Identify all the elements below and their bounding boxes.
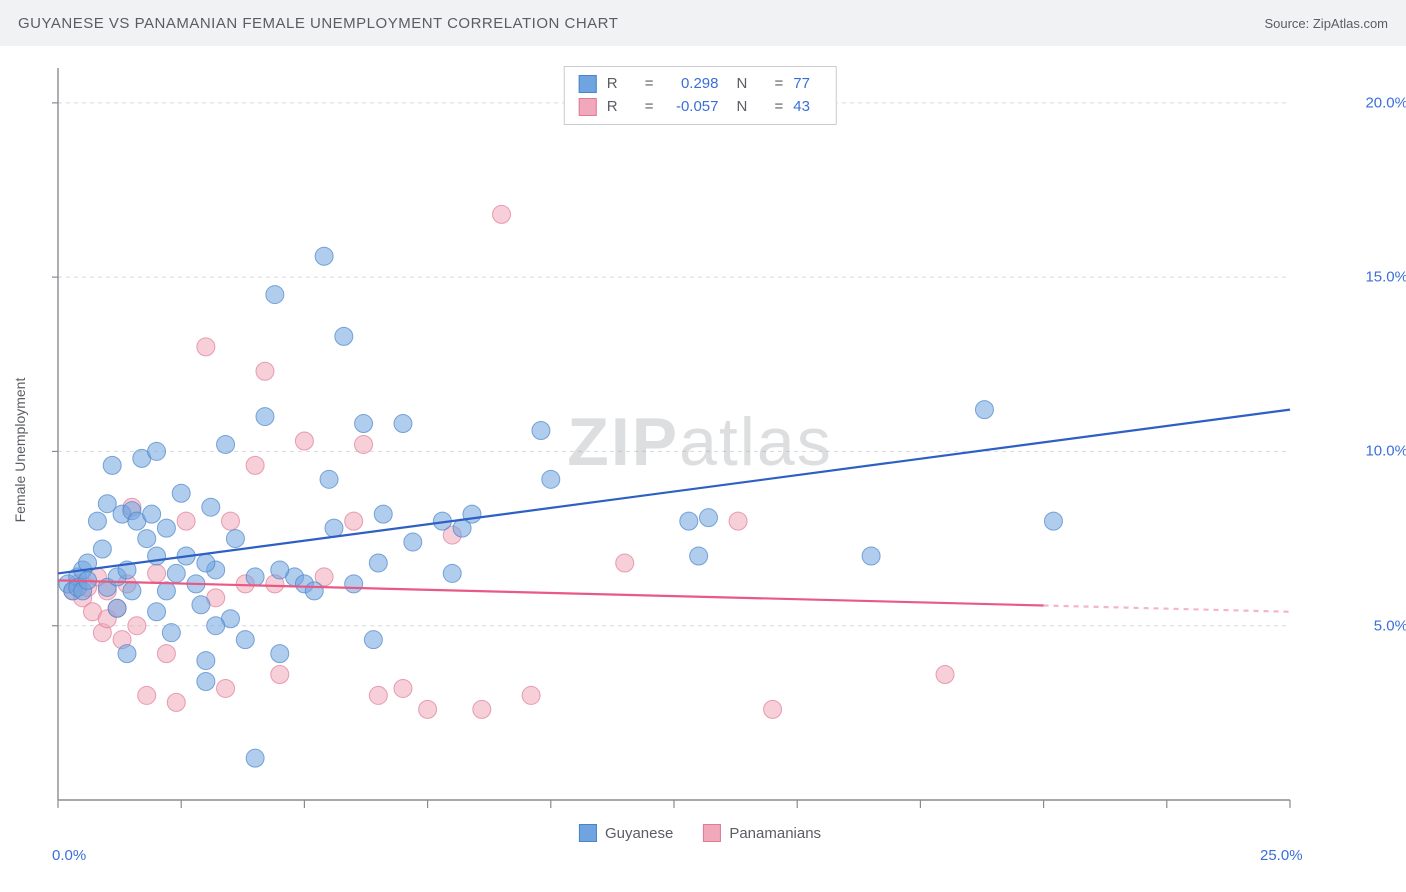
stat-r-value: -0.057 <box>664 96 719 119</box>
stats-row: R = -0.057 N = 43 <box>579 96 822 119</box>
bottom-legend: Guyanese Panamanians <box>579 824 821 842</box>
equals-sign: = <box>645 96 654 119</box>
chart-header: GUYANESE VS PANAMANIAN FEMALE UNEMPLOYME… <box>0 0 1406 46</box>
stat-n-label: N <box>737 96 765 119</box>
x-tick-label: 25.0% <box>1260 847 1303 864</box>
chart-title: GUYANESE VS PANAMANIAN FEMALE UNEMPLOYME… <box>18 15 618 32</box>
legend-item: Guyanese <box>579 824 673 842</box>
stat-r-label: R <box>607 73 635 96</box>
y-axis-label: Female Unemployment <box>12 378 28 523</box>
stat-n-value: 43 <box>793 96 821 119</box>
legend-swatch <box>703 824 721 842</box>
y-tick-label: 20.0% <box>1365 94 1406 111</box>
stat-n-label: N <box>737 73 765 96</box>
y-tick-label: 10.0% <box>1365 443 1406 460</box>
equals-sign: = <box>775 73 784 96</box>
stat-r-value: 0.298 <box>664 73 719 96</box>
series-swatch <box>579 98 597 116</box>
series-swatch <box>579 75 597 93</box>
legend-label: Guyanese <box>605 825 673 842</box>
scatter-plot <box>50 60 1350 840</box>
legend-swatch <box>579 824 597 842</box>
stat-r-label: R <box>607 96 635 119</box>
legend-item: Panamanians <box>703 824 821 842</box>
y-tick-label: 5.0% <box>1374 617 1406 634</box>
legend-label: Panamanians <box>729 825 821 842</box>
y-tick-label: 15.0% <box>1365 269 1406 286</box>
source-attribution: Source: ZipAtlas.com <box>1264 16 1388 31</box>
stats-row: R = 0.298 N = 77 <box>579 73 822 96</box>
correlation-stats-box: R = 0.298 N = 77 R = -0.057 N = 43 <box>564 66 837 125</box>
x-tick-label: 0.0% <box>52 847 86 864</box>
chart-area: Female Unemployment ZIPatlas R=0.298N=77… <box>50 60 1350 840</box>
equals-sign: = <box>775 96 784 119</box>
stat-n-value: 77 <box>793 73 821 96</box>
equals-sign: = <box>645 73 654 96</box>
